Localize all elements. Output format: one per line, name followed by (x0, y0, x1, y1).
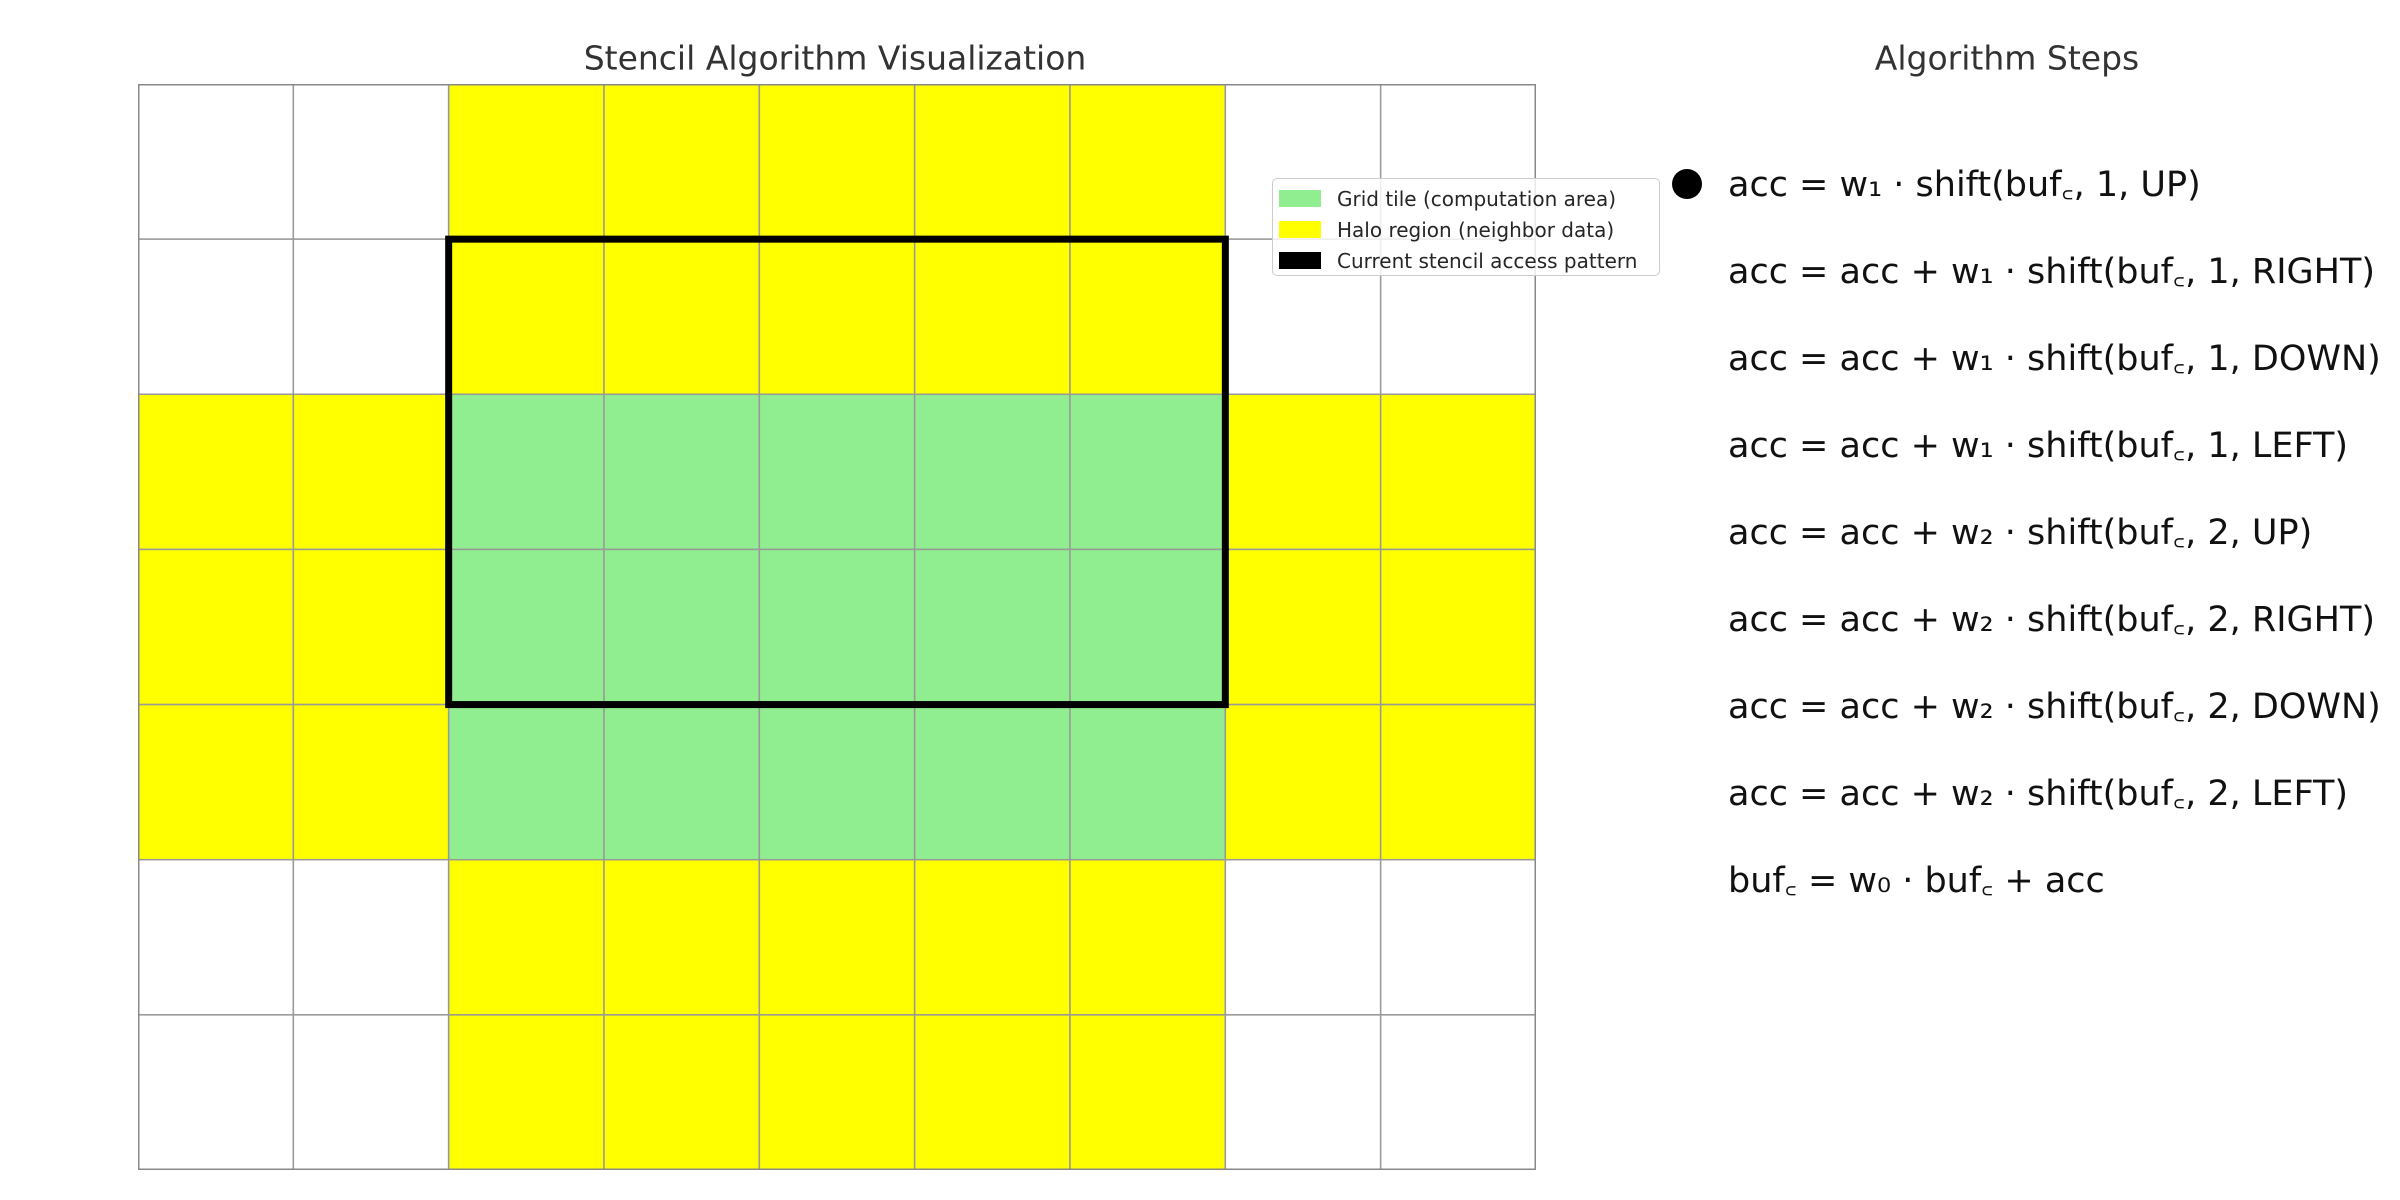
grid-cell-halo (758, 238, 916, 396)
grid-cell-empty (292, 858, 450, 1016)
step-9: buf꜀ = w₀ · buf꜀ + acc (1670, 836, 2390, 923)
grid-cell-halo (913, 238, 1071, 396)
steps-title: Algorithm Steps (1874, 38, 2140, 78)
grid-cell-empty (1379, 858, 1536, 1016)
grid-border (138, 84, 1536, 1170)
grid-cell-tile (1069, 548, 1227, 706)
grid-cell-tile (758, 393, 916, 551)
current-step-bullet-icon (1672, 168, 1702, 199)
step-5: acc = acc + w₂ · shift(buf꜀, 2, UP) (1670, 488, 2390, 575)
grid-cell-tile (447, 548, 605, 706)
grid-cell-tile (758, 703, 916, 861)
legend-label-tile: Grid tile (computation area) (1337, 186, 1617, 211)
step-3: acc = acc + w₁ · shift(buf꜀, 1, DOWN) (1670, 314, 2390, 401)
grid-cell-tile (447, 393, 605, 551)
grid-cell-empty (138, 1014, 295, 1170)
grid-cell-halo (758, 1014, 916, 1170)
grid-cell-halo (603, 238, 761, 396)
grid-cell-tile (913, 548, 1071, 706)
grid-cell-empty (292, 1014, 450, 1170)
step-expression: acc = w₁ · shift(buf꜀, 1, UP) (1728, 165, 2201, 205)
grid-cell-halo (447, 84, 605, 240)
grid-cell-empty (138, 84, 295, 240)
legend-label-halo: Halo region (neighbor data) (1337, 217, 1615, 242)
legend-label-stencil: Current stencil access pattern (1337, 248, 1638, 273)
grid-cell-halo (1069, 858, 1227, 1016)
grid-cell-halo (292, 548, 450, 706)
grid-cell-halo (913, 858, 1071, 1016)
grid-cell-halo (913, 84, 1071, 240)
step-8: acc = acc + w₂ · shift(buf꜀, 2, LEFT) (1670, 749, 2390, 836)
legend: Grid tile (computation area) Halo region… (1272, 178, 1660, 276)
step-expression: acc = acc + w₁ · shift(buf꜀, 1, LEFT) (1728, 426, 2349, 466)
grid-cell-empty (292, 84, 450, 240)
grid-cell-halo (447, 238, 605, 396)
grid-cell-tile (447, 703, 605, 861)
algorithm-steps-list: acc = w₁ · shift(buf꜀, 1, UP) acc = acc … (1670, 140, 2390, 923)
grid-cell-tile (758, 548, 916, 706)
grid-cell-tile (603, 548, 761, 706)
stencil-grid-panel: Grid tile (computation area) Halo region… (138, 84, 1660, 1170)
step-expression: buf꜀ = w₀ · buf꜀ + acc (1728, 861, 2105, 901)
legend-item-tile: Grid tile (computation area) (1279, 183, 1659, 214)
step-6: acc = acc + w₂ · shift(buf꜀, 2, RIGHT) (1670, 575, 2390, 662)
step-1: acc = w₁ · shift(buf꜀, 1, UP) (1670, 140, 2390, 227)
step-2: acc = acc + w₁ · shift(buf꜀, 1, RIGHT) (1670, 227, 2390, 314)
grid-cell-halo (1224, 393, 1382, 551)
step-expression: acc = acc + w₁ · shift(buf꜀, 1, DOWN) (1728, 339, 2381, 379)
grid-cell-halo (138, 703, 295, 861)
visualization-title: Stencil Algorithm Visualization (583, 38, 1087, 78)
grid-cell-empty (1224, 1014, 1382, 1170)
grid-cell-halo (447, 1014, 605, 1170)
grid-cell-halo (292, 703, 450, 861)
legend-item-halo: Halo region (neighbor data) (1279, 214, 1659, 245)
tile-swatch (1279, 190, 1321, 207)
step-expression: acc = acc + w₂ · shift(buf꜀, 2, RIGHT) (1728, 600, 2375, 640)
grid-cell-halo (758, 84, 916, 240)
grid-cell-halo (1379, 703, 1536, 861)
grid-cell-halo (1224, 548, 1382, 706)
stencil-access-box (445, 235, 1229, 709)
stencil-swatch (1279, 252, 1321, 269)
grid-cell-halo (138, 393, 295, 551)
step-expression: acc = acc + w₂ · shift(buf꜀, 2, UP) (1728, 513, 2313, 553)
step-expression: acc = acc + w₂ · shift(buf꜀, 2, LEFT) (1728, 774, 2349, 814)
grid-cell-halo (913, 1014, 1071, 1170)
legend-item-stencil: Current stencil access pattern (1279, 245, 1659, 276)
grid-cell-halo (1069, 1014, 1227, 1170)
grid-cell-halo (447, 858, 605, 1016)
step-expression: acc = acc + w₂ · shift(buf꜀, 2, DOWN) (1728, 687, 2381, 727)
grid-cell-empty (1379, 1014, 1536, 1170)
grid-cell-halo (603, 1014, 761, 1170)
grid-cell-empty (138, 858, 295, 1016)
grid-cell-halo (1379, 548, 1536, 706)
grid-cell-halo (292, 393, 450, 551)
grid-cell-tile (603, 703, 761, 861)
grid-cell-halo (1069, 238, 1227, 396)
grid-cell-empty (1224, 858, 1382, 1016)
halo-swatch (1279, 221, 1321, 238)
grid-cell-halo (603, 84, 761, 240)
step-expression: acc = acc + w₁ · shift(buf꜀, 1, RIGHT) (1728, 252, 2375, 292)
step-7: acc = acc + w₂ · shift(buf꜀, 2, DOWN) (1670, 662, 2390, 749)
grid-cell-tile (603, 393, 761, 551)
grid-cell-halo (758, 858, 916, 1016)
grid-cell-tile (1069, 393, 1227, 551)
stencil-grid (138, 84, 1536, 1170)
grid-cell-empty (292, 238, 450, 396)
grid-cell-tile (913, 393, 1071, 551)
grid-cell-tile (913, 703, 1071, 861)
grid-cell-halo (1069, 84, 1227, 240)
grid-cell-halo (603, 858, 761, 1016)
grid-cell-tile (1069, 703, 1227, 861)
grid-cell-halo (138, 548, 295, 706)
grid-cell-empty (138, 238, 295, 396)
step-4: acc = acc + w₁ · shift(buf꜀, 1, LEFT) (1670, 401, 2390, 488)
grid-cell-halo (1379, 393, 1536, 551)
grid-cell-halo (1224, 703, 1382, 861)
